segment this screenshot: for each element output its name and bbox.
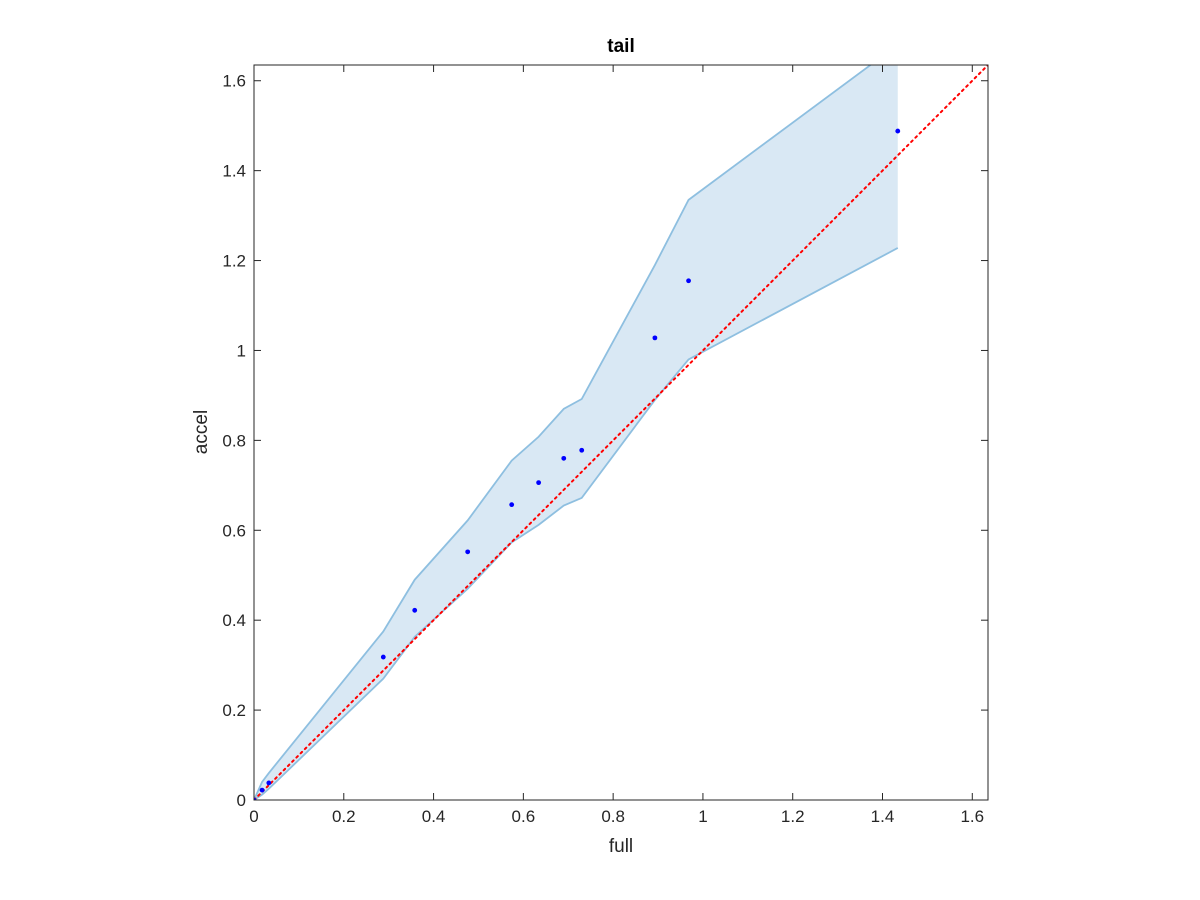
x-tick-label: 0.6 xyxy=(512,807,536,826)
x-axis-label: full xyxy=(609,836,633,857)
plot-frame xyxy=(253,64,989,801)
y-tick-label: 0.6 xyxy=(222,521,246,540)
y-axis-ticks: 0 0.2 0.4 0.6 0.8 1 1.2 1.4 1.6 xyxy=(222,72,988,810)
x-axis-ticks: 0 0.2 0.4 0.6 0.8 1 1.2 1.4 1.6 xyxy=(249,65,984,826)
x-tick-label: 0.4 xyxy=(422,807,446,826)
x-tick-label: 0 xyxy=(249,807,258,826)
y-tick-label: 0.8 xyxy=(222,431,246,450)
confidence-band-fill xyxy=(254,65,898,800)
confidence-band-layer xyxy=(254,65,899,800)
x-tick-label: 0.8 xyxy=(601,807,625,826)
x-tick-label: 1 xyxy=(698,807,707,826)
x-tick-label: 1.6 xyxy=(960,807,984,826)
data-point xyxy=(266,780,272,786)
data-point xyxy=(509,502,515,508)
y-tick-label: 1 xyxy=(237,341,246,360)
y-tick-label: 0.4 xyxy=(222,611,246,630)
y-tick-label: 0.2 xyxy=(222,701,246,720)
reference-line-layer xyxy=(254,65,988,800)
data-point xyxy=(561,455,567,461)
reference-diagonal-line xyxy=(254,65,988,800)
confidence-band-upper-edge xyxy=(254,65,872,800)
y-tick-label: 1.2 xyxy=(222,252,246,271)
confidence-band-lower-edge xyxy=(254,247,899,800)
y-tick-label: 1.4 xyxy=(222,162,246,181)
y-tick-label: 1.6 xyxy=(222,72,246,91)
y-tick-label: 0 xyxy=(237,791,246,810)
x-tick-label: 1.4 xyxy=(871,807,895,826)
data-point xyxy=(465,549,471,555)
chart-title: tail xyxy=(607,36,634,57)
y-axis-label: accel xyxy=(191,410,212,454)
data-point xyxy=(536,480,542,486)
data-point xyxy=(579,447,585,453)
data-point xyxy=(652,335,658,341)
data-point xyxy=(686,278,691,284)
x-tick-label: 0.2 xyxy=(332,807,356,826)
data-point xyxy=(412,607,418,613)
data-point xyxy=(380,654,386,660)
data-point xyxy=(895,128,901,134)
data-point xyxy=(254,797,257,800)
x-tick-label: 1.2 xyxy=(781,807,805,826)
data-points-layer xyxy=(254,128,901,800)
data-point xyxy=(259,787,265,793)
